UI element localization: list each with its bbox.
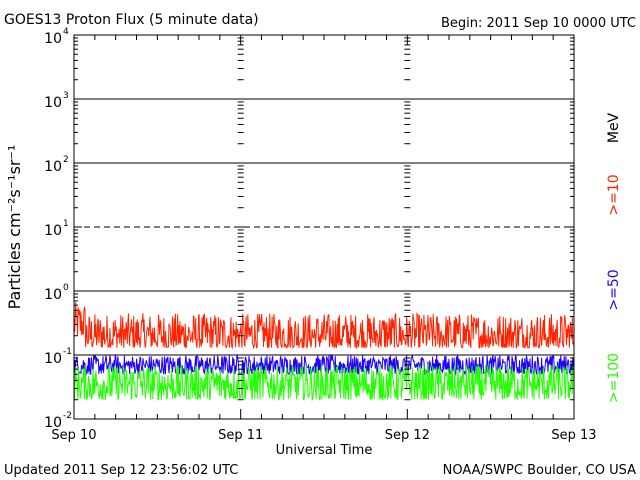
legend-entry-100: >=100 — [606, 353, 622, 403]
y-tick-exponent: 2 — [63, 155, 69, 165]
series-group — [74, 302, 574, 402]
x-tick-label: Sep 11 — [218, 428, 263, 443]
series-line-50 — [74, 353, 574, 377]
y-tick-label: 10 — [44, 95, 62, 111]
series-line-100 — [74, 363, 574, 402]
y-tick-label: 10 — [44, 31, 62, 47]
legend-entry-50: >=50 — [606, 269, 622, 310]
chart-title: GOES13 Proton Flux (5 minute data) — [4, 12, 259, 28]
y-tick-exponent: -2 — [63, 411, 72, 421]
y-axis-label: Particles cm⁻²s⁻¹sr⁻¹ — [5, 145, 24, 310]
y-tick-exponent: 4 — [63, 27, 69, 37]
x-axis-label: Universal Time — [276, 443, 373, 458]
x-tick-label: Sep 12 — [385, 428, 430, 443]
y-tick-label: 10 — [44, 223, 62, 239]
credit-label: NOAA/SWPC Boulder, CO USA — [443, 463, 636, 478]
y-tick-label: 10 — [44, 351, 62, 367]
begin-time: Begin: 2011 Sep 10 0000 UTC — [441, 16, 636, 31]
y-tick-label: 10 — [44, 159, 62, 175]
legend-unit: MeV — [606, 112, 622, 143]
y-tick-label: 10 — [44, 287, 62, 303]
y-tick-exponent: 3 — [63, 91, 69, 101]
y-tick-exponent: 0 — [63, 283, 69, 293]
y-tick-exponent: 1 — [63, 219, 69, 229]
updated-time: Updated 2011 Sep 12 23:56:02 UTC — [4, 463, 238, 478]
x-tick-label: Sep 13 — [551, 428, 596, 443]
x-tick-label: Sep 10 — [51, 428, 96, 443]
y-tick-label: 10 — [44, 415, 62, 431]
legend-entry-10: >=10 — [606, 174, 622, 215]
series-line-10 — [74, 302, 574, 350]
y-tick-exponent: -1 — [63, 347, 72, 357]
